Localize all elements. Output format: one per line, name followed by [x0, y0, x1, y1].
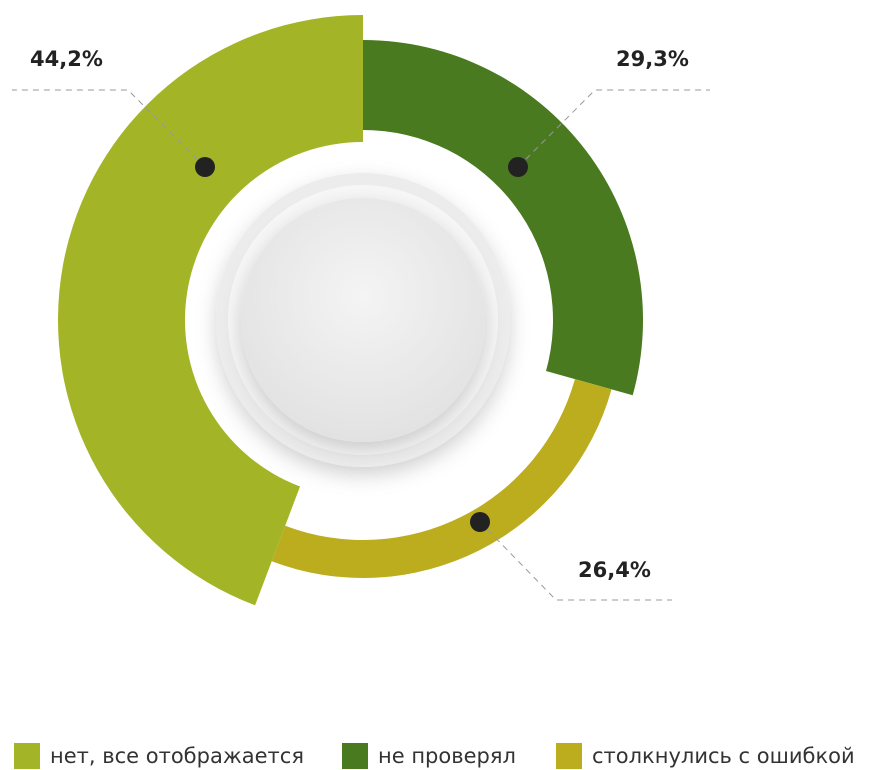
leader-line — [12, 89, 206, 168]
value-label: 44,2% — [30, 47, 103, 71]
legend-swatch — [14, 743, 40, 769]
legend-swatch — [342, 743, 368, 769]
donut-segment — [363, 40, 643, 396]
leader-line — [517, 89, 710, 168]
leader-dot — [195, 157, 215, 177]
legend-label: не проверял — [378, 744, 516, 768]
legend-swatch — [556, 743, 582, 769]
legend-label: столкнулись с ошибкой — [592, 744, 855, 768]
donut-segment — [58, 15, 363, 606]
leader-dot — [470, 512, 490, 532]
value-label: 29,3% — [616, 47, 689, 71]
leader-dot — [508, 157, 528, 177]
donut-segment — [271, 379, 612, 578]
legend-label: нет, все отображается — [50, 744, 304, 768]
leader-line — [479, 521, 672, 601]
center-core — [241, 198, 485, 442]
value-label: 26,4% — [578, 558, 651, 582]
